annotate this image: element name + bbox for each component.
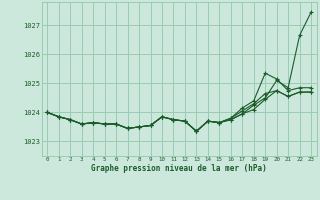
X-axis label: Graphe pression niveau de la mer (hPa): Graphe pression niveau de la mer (hPa) (91, 164, 267, 173)
